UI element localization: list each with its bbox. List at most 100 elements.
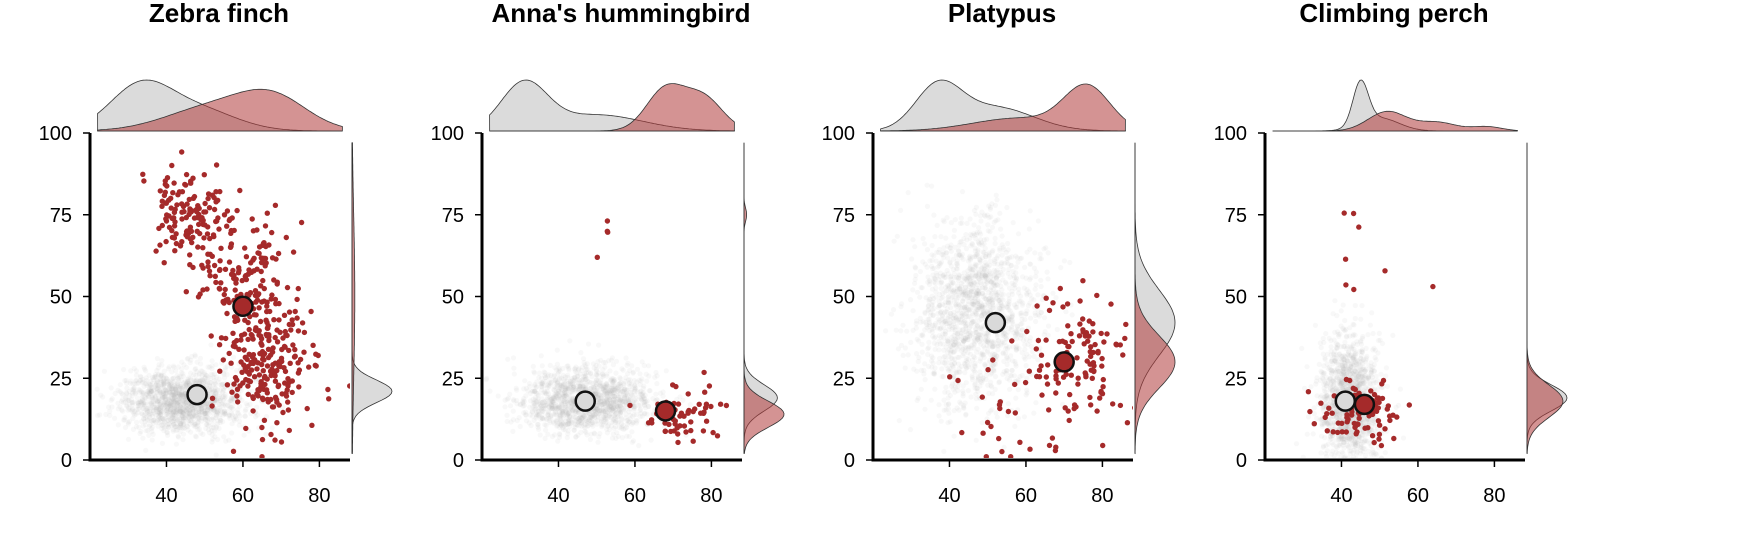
background-point — [596, 392, 602, 398]
background-point — [202, 411, 208, 417]
background-point — [580, 415, 586, 421]
background-point — [963, 313, 969, 320]
background-point — [922, 309, 928, 315]
background-point — [571, 427, 577, 433]
background-point — [201, 371, 208, 378]
background-point — [948, 273, 954, 279]
highlighted-point — [260, 277, 266, 284]
background-point — [955, 294, 961, 300]
background-point — [119, 407, 125, 413]
background-point — [167, 390, 173, 396]
background-point — [567, 421, 573, 427]
background-point — [573, 408, 579, 414]
background-point — [1006, 377, 1013, 383]
background-point — [978, 300, 984, 306]
background-point — [1008, 263, 1014, 269]
highlighted-point — [224, 223, 230, 229]
background-point — [131, 388, 137, 395]
background-point — [167, 390, 173, 396]
highlighted-point — [301, 329, 308, 336]
background-point — [149, 411, 155, 417]
background-point — [986, 390, 992, 396]
background-point — [955, 301, 961, 308]
highlighted-point — [703, 401, 710, 407]
background-point — [570, 384, 576, 390]
highlighted-point — [205, 259, 211, 265]
background-point — [611, 383, 617, 389]
background-point — [595, 415, 601, 421]
background-point — [927, 279, 933, 285]
background-point — [614, 398, 620, 405]
side-density-highlighted — [743, 142, 785, 454]
background-point — [595, 378, 601, 384]
background-point — [154, 378, 160, 384]
background-point — [156, 404, 162, 410]
background-point — [555, 405, 561, 411]
background-point — [228, 398, 235, 404]
background-point — [990, 305, 996, 311]
background-point — [142, 422, 149, 428]
background-point — [612, 406, 619, 412]
background-point — [119, 397, 125, 403]
background-point — [138, 389, 144, 395]
background-point — [646, 388, 652, 394]
background-point — [967, 235, 973, 241]
highlighted-point — [243, 425, 249, 432]
background-point — [631, 404, 637, 410]
background-point — [973, 290, 979, 296]
background-point — [582, 377, 588, 383]
background-point — [617, 375, 623, 381]
background-point — [204, 422, 210, 428]
background-point — [612, 415, 619, 421]
background-point — [556, 375, 563, 381]
background-point — [511, 365, 517, 371]
background-point — [538, 375, 545, 381]
background-point — [621, 405, 627, 411]
background-point — [943, 384, 949, 390]
highlighted-point — [171, 180, 177, 186]
background-point — [968, 281, 974, 287]
background-point — [542, 435, 548, 441]
background-point — [169, 414, 176, 420]
background-point — [599, 371, 606, 377]
background-point — [216, 393, 222, 400]
background-point — [200, 431, 206, 437]
background-point — [174, 383, 181, 389]
background-point — [171, 393, 177, 399]
background-point — [641, 396, 648, 402]
background-point — [596, 408, 602, 414]
background-point — [560, 420, 567, 426]
background-point — [988, 297, 994, 303]
highlighted-point — [209, 403, 215, 409]
background-point — [595, 394, 601, 400]
background-point — [556, 409, 562, 415]
background-point — [166, 408, 172, 415]
background-point — [598, 402, 605, 408]
background-point — [596, 396, 602, 402]
background-point — [602, 364, 608, 370]
background-point — [217, 420, 223, 426]
background-point — [166, 382, 172, 388]
background-point — [215, 387, 221, 393]
highlighted-point — [259, 424, 265, 431]
background-point — [959, 315, 966, 321]
highlighted-point — [179, 209, 185, 215]
background-point — [189, 353, 195, 360]
background-point — [924, 203, 931, 209]
background-point — [206, 411, 212, 417]
background-point — [1050, 290, 1056, 296]
background-point — [177, 392, 183, 398]
background-point — [1038, 283, 1044, 290]
highlighted-point — [257, 318, 264, 325]
background-point — [568, 383, 574, 390]
background-point — [566, 386, 572, 392]
background-point — [603, 407, 609, 413]
highlighted-point — [286, 347, 292, 354]
background-point — [184, 423, 190, 429]
background-point — [566, 367, 572, 373]
background-point — [211, 408, 217, 414]
highlighted-point — [268, 396, 274, 403]
background-point — [1009, 326, 1015, 333]
background-point — [594, 405, 601, 411]
highlighted-point — [209, 192, 216, 198]
